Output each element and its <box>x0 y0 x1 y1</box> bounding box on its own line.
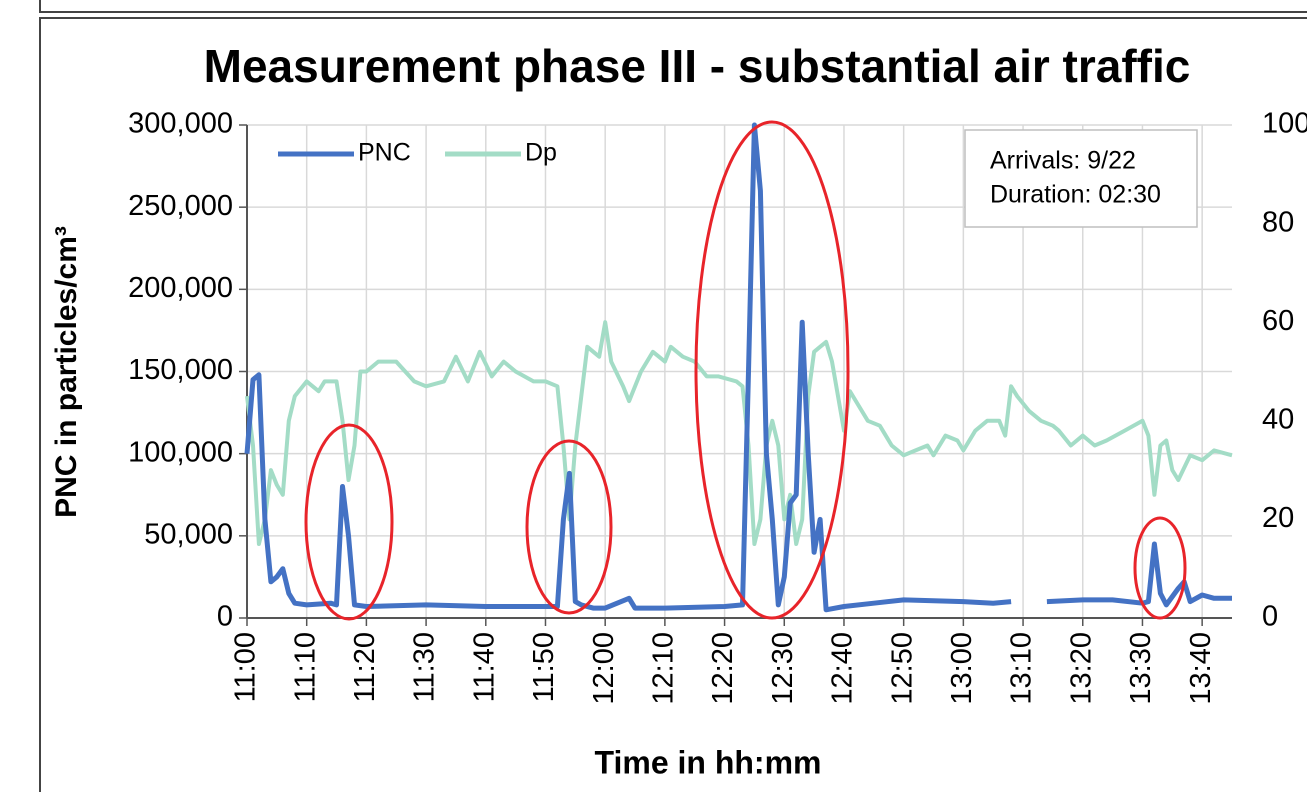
x-tick-label: 13:10 <box>1006 632 1038 705</box>
y2-tick-label: 100 <box>1262 108 1307 140</box>
y-tick-label: 0 <box>217 601 233 633</box>
x-tick-label: 12:00 <box>588 632 620 705</box>
x-tick-label: 13:00 <box>946 632 978 705</box>
x-tick-label: 12:40 <box>827 632 859 705</box>
y-axis-label: PNC in particles/cm³ <box>50 226 83 518</box>
x-tick-label: 13:30 <box>1125 632 1157 705</box>
x-tick-label: 12:20 <box>707 632 739 705</box>
highlight-ellipse <box>1133 516 1187 620</box>
x-tick-label: 13:20 <box>1065 632 1097 705</box>
data-line <box>245 320 1233 546</box>
y2-tick-label: 0 <box>1262 601 1278 633</box>
y-tick-label: 300,000 <box>128 108 233 140</box>
x-tick-label: 12:30 <box>767 632 799 705</box>
x-tick-label: 11:20 <box>349 632 381 702</box>
chart-title: Measurement phase III - substantial air … <box>204 40 1191 92</box>
y-tick-label: 100,000 <box>128 436 233 468</box>
legend-label: PNC <box>358 139 411 167</box>
data-line <box>244 122 1232 613</box>
x-tick-label: 12:10 <box>648 632 680 705</box>
legend-label: Dp <box>525 139 557 167</box>
y2-tick-label: 80 <box>1262 206 1294 238</box>
highlight-ellipse <box>694 120 850 620</box>
x-tick-label: 11:50 <box>528 632 560 702</box>
chart-frame <box>39 17 1307 792</box>
y-tick-label: 50,000 <box>144 518 233 550</box>
annotation-box <box>964 129 1198 228</box>
x-tick-label: 11:30 <box>409 632 441 702</box>
y2-tick-label: 20 <box>1262 502 1294 534</box>
x-axis-label: Time in hh:mm <box>595 744 822 780</box>
y2-tick-label: 40 <box>1262 403 1294 435</box>
x-tick-label: 13:40 <box>1185 632 1217 705</box>
x-tick-label: 11:40 <box>468 632 500 702</box>
highlight-ellipse <box>304 423 394 621</box>
x-tick-label: 11:10 <box>289 632 321 702</box>
highlight-ellipses <box>304 120 1187 621</box>
highlight-ellipse <box>525 439 613 615</box>
x-tick-label: 11:00 <box>230 632 262 702</box>
y-tick-label: 250,000 <box>128 190 233 222</box>
x-tick-label: 12:50 <box>886 632 918 705</box>
annotation: Duration: 02:30 <box>990 181 1161 209</box>
plot-area: 0 50,000 100,000 150,000 200,000 250,000 300,0… <box>128 108 1307 705</box>
upper-frame <box>39 0 1307 13</box>
y2-tick-label: 60 <box>1262 305 1294 337</box>
y-tick-label: 150,000 <box>128 354 233 386</box>
annotation: Arrivals: 9/22 <box>990 147 1136 175</box>
y-tick-label: 200,000 <box>128 272 233 304</box>
